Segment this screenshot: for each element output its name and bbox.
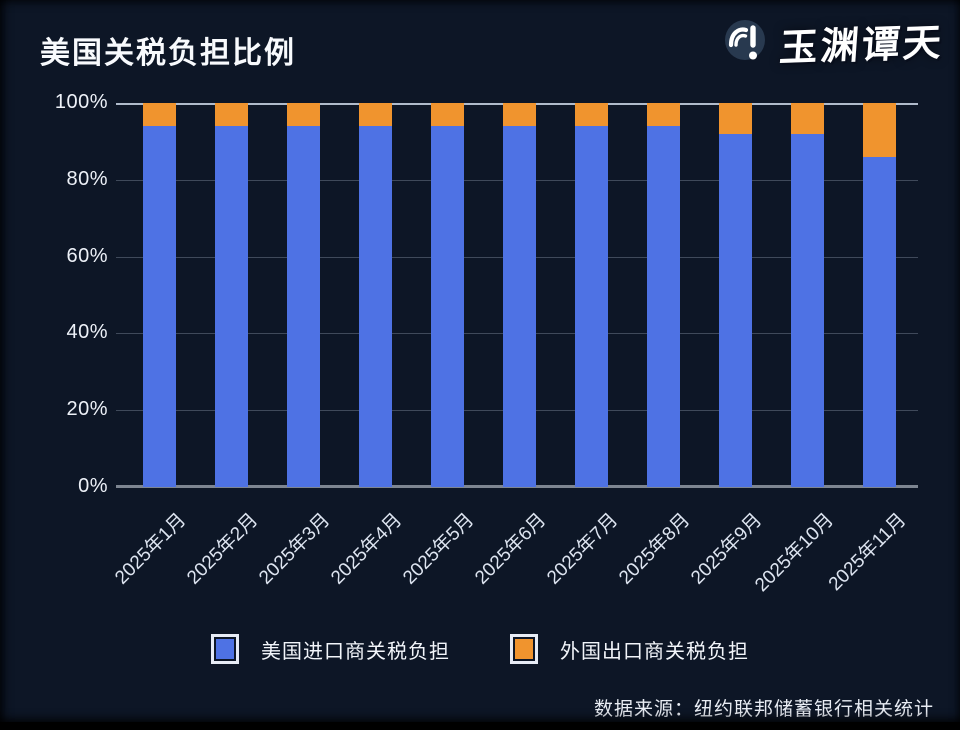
legend-label-0: 美国进口商关税负担 [261,640,450,663]
bar-2025年5月 [431,103,464,487]
y-tick-label-100: 100% [54,91,108,113]
bar-segment-exporter-2025年7月 [575,103,608,127]
bar-segment-exporter-2025年3月 [287,103,320,127]
bar-segment-exporter-2025年5月 [431,103,464,127]
letterbox-strip [0,722,960,730]
bar-segment-exporter-2025年9月 [719,103,752,134]
bar-segment-exporter-2025年8月 [647,103,680,127]
legend-label-1: 外国出口商关税负担 [560,640,749,663]
bar-segment-importer-2025年8月 [647,126,680,487]
x-tick-label-2025年2月: 2025年2月 [182,509,262,589]
legend-item-1: 外国出口商关税负担 [510,634,749,664]
data-source-note: 数据来源：纽约联邦储蓄银行相关统计 [593,699,934,720]
x-tick-label-2025年5月: 2025年5月 [398,509,478,589]
bar-segment-importer-2025年10月 [791,133,824,487]
x-tick-label-2025年4月: 2025年4月 [326,509,406,589]
legend-swatch-1 [510,634,538,664]
bar-2025年9月 [719,103,752,487]
bar-2025年4月 [359,103,392,487]
logo-text: 玉渊谭天 [777,22,946,70]
page-title: 美国关税负担比例 [40,37,296,70]
x-tick-label-2025年8月: 2025年8月 [614,509,694,589]
bar-segment-importer-2025年5月 [431,126,464,487]
bar-2025年6月 [503,103,536,487]
bar-segment-importer-2025年7月 [575,126,608,487]
bar-segment-exporter-2025年2月 [215,103,248,127]
bar-2025年1月 [143,103,176,487]
y-axis-labels: 100% 80% 60% 40% 20% 0% [0,91,108,497]
bar-segment-importer-2025年9月 [719,133,752,487]
bar-2025年2月 [215,103,248,487]
bar-2025年10月 [791,103,824,487]
bar-segment-exporter-2025年10月 [791,103,824,134]
y-tick-label-60: 60% [66,244,108,267]
bar-segment-exporter-2025年6月 [503,103,536,127]
bar-segment-exporter-2025年11月 [863,103,896,157]
bar-2025年11月 [863,103,896,487]
logo-wave-icon [724,19,765,60]
y-tick-label-40: 40% [66,321,108,344]
y-tick-label-0: 0% [78,475,108,497]
bar-segment-exporter-2025年1月 [143,103,176,127]
logo: 玉渊谭天 [720,14,946,70]
bar-2025年8月 [647,103,680,487]
x-tick-label-2025年7月: 2025年7月 [542,509,622,589]
y-tick-label-20: 20% [66,398,108,421]
bar-segment-importer-2025年1月 [143,126,176,487]
legend-item-0: 美国进口商关税负担 [211,634,450,664]
bar-segment-importer-2025年2月 [215,126,248,487]
x-tick-label-2025年6月: 2025年6月 [470,509,550,589]
bars-container [143,103,896,487]
chart-legend: 美国进口商关税负担 外国出口商关税负担 [0,634,960,664]
bar-2025年3月 [287,103,320,487]
bar-segment-importer-2025年4月 [359,126,392,487]
x-tick-label-2025年3月: 2025年3月 [254,509,334,589]
bar-segment-importer-2025年6月 [503,126,536,487]
x-tick-label-2025年1月: 2025年1月 [110,509,190,589]
chart-plot-area: 2025年1月 2025年2月 2025年3月 2025年4月 2025年5月 2025年… [111,103,918,596]
bar-segment-importer-2025年11月 [863,156,896,487]
legend-swatch-0 [211,634,239,664]
bar-segment-exporter-2025年4月 [359,103,392,127]
y-tick-label-80: 80% [66,167,108,190]
bar-segment-importer-2025年3月 [287,126,320,487]
x-tick-label-2025年11月: 2025年11月 [824,509,910,596]
bar-2025年7月 [575,103,608,487]
